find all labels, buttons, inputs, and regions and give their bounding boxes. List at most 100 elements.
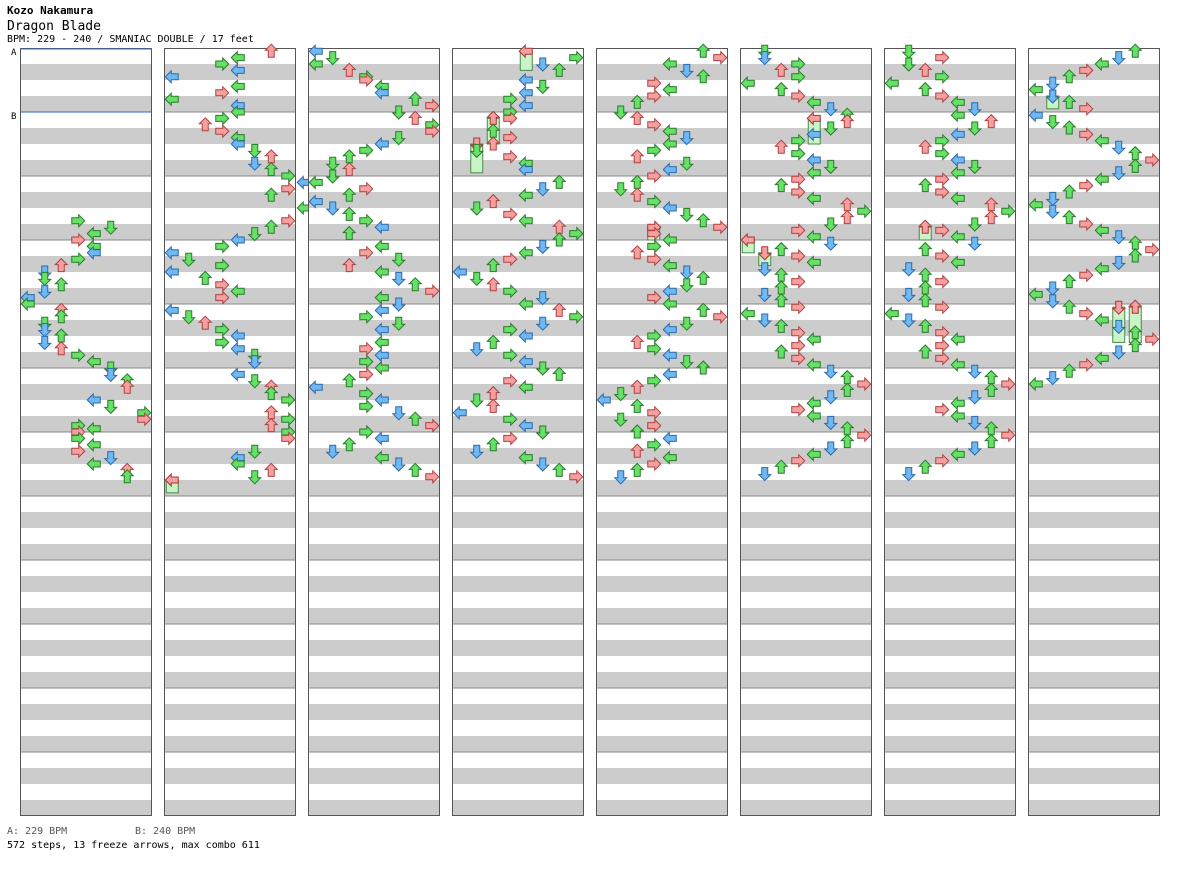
note-arrow	[662, 200, 677, 216]
note-arrow	[230, 136, 245, 152]
note-arrow	[1062, 209, 1077, 225]
note-arrow	[806, 447, 821, 462]
note-arrow	[71, 431, 86, 446]
beat-stripe	[164, 320, 296, 336]
note-arrow	[823, 217, 838, 232]
note-arrow	[281, 181, 296, 197]
note-arrow	[935, 223, 950, 238]
beat-stripe	[452, 448, 584, 464]
beat-stripe	[1028, 608, 1160, 624]
beat-stripe	[308, 128, 440, 144]
note-arrow	[613, 412, 628, 427]
note-arrow	[408, 411, 423, 426]
note-arrow	[247, 227, 262, 242]
note-arrow	[806, 331, 821, 347]
chart-panel	[596, 43, 728, 816]
marker-b-label: B	[11, 112, 17, 122]
beat-stripe	[1028, 736, 1160, 752]
note-arrow	[503, 322, 518, 337]
note-arrow	[71, 443, 86, 459]
note-arrow	[552, 232, 567, 247]
note-arrow	[281, 168, 296, 184]
note-arrow	[950, 255, 965, 270]
beat-stripe	[596, 384, 728, 400]
beat-stripe	[308, 160, 440, 176]
beat-stripe	[452, 352, 584, 368]
note-arrow	[630, 149, 645, 164]
note-arrow	[469, 201, 484, 216]
note-arrow	[391, 406, 406, 421]
note-arrow	[1062, 69, 1077, 84]
note-arrow	[1062, 363, 1077, 378]
note-arrow	[518, 98, 533, 113]
note-arrow	[967, 102, 982, 117]
beat-stripe	[1028, 704, 1160, 720]
note-arrow	[884, 75, 899, 91]
note-arrow	[950, 152, 965, 168]
note-arrow	[1111, 166, 1126, 181]
note-arrow	[215, 123, 230, 139]
note-arrow	[950, 331, 965, 347]
beat-stripe	[1028, 512, 1160, 528]
note-arrow	[823, 364, 838, 379]
beat-stripe	[740, 128, 872, 144]
note-arrow	[647, 239, 662, 254]
beat-stripe	[884, 768, 1016, 784]
note-arrow	[408, 110, 423, 125]
note-arrow	[774, 177, 789, 193]
note-arrow	[662, 232, 677, 248]
note-arrow	[630, 245, 645, 260]
note-arrow	[1094, 261, 1109, 277]
beat-stripe	[1028, 416, 1160, 432]
note-arrow	[37, 323, 52, 338]
note-arrow	[696, 69, 711, 84]
note-arrow	[503, 207, 518, 222]
note-arrow	[486, 257, 501, 273]
note-arrow	[630, 334, 645, 349]
note-arrow	[984, 382, 999, 397]
beat-stripe	[884, 480, 1016, 496]
beat-stripe	[164, 448, 296, 464]
note-arrow	[1094, 312, 1109, 328]
note-arrow	[164, 264, 179, 280]
note-arrow	[791, 88, 806, 104]
beat-stripe	[596, 320, 728, 336]
beat-stripe	[884, 192, 1016, 208]
note-arrow	[823, 121, 838, 136]
note-arrow	[935, 50, 950, 65]
note-arrow	[1094, 56, 1109, 72]
beat-stripe	[884, 800, 1016, 816]
note-arrow	[679, 63, 694, 79]
freeze-head	[518, 43, 533, 59]
beat-stripe	[596, 768, 728, 784]
note-arrow	[918, 139, 933, 154]
note-arrow	[757, 467, 772, 482]
note-arrow	[103, 399, 118, 415]
note-arrow	[86, 392, 101, 408]
beat-stripe	[20, 448, 152, 464]
note-arrow	[918, 318, 933, 333]
note-arrow	[215, 111, 230, 126]
artist-name: Kozo Nakamura	[7, 4, 94, 17]
note-arrow	[647, 251, 662, 267]
note-arrow	[774, 139, 789, 154]
beat-stripe	[740, 256, 872, 272]
beat-stripe	[20, 704, 152, 720]
note-arrow	[408, 277, 423, 292]
beat-stripe	[740, 736, 872, 752]
note-arrow	[452, 405, 467, 421]
beat-stripe	[740, 704, 872, 720]
note-arrow	[613, 105, 628, 120]
beat-stripe	[596, 576, 728, 592]
beat-stripe	[20, 736, 152, 752]
note-arrow	[20, 296, 35, 312]
note-arrow	[198, 315, 213, 330]
beat-stripe	[884, 416, 1016, 432]
note-arrow	[120, 469, 135, 484]
beat-stripe	[884, 672, 1016, 688]
beat-stripe	[740, 192, 872, 208]
note-arrow	[791, 223, 806, 238]
note-arrow	[198, 117, 213, 132]
beat-stripe	[164, 160, 296, 176]
note-arrow	[918, 293, 933, 308]
